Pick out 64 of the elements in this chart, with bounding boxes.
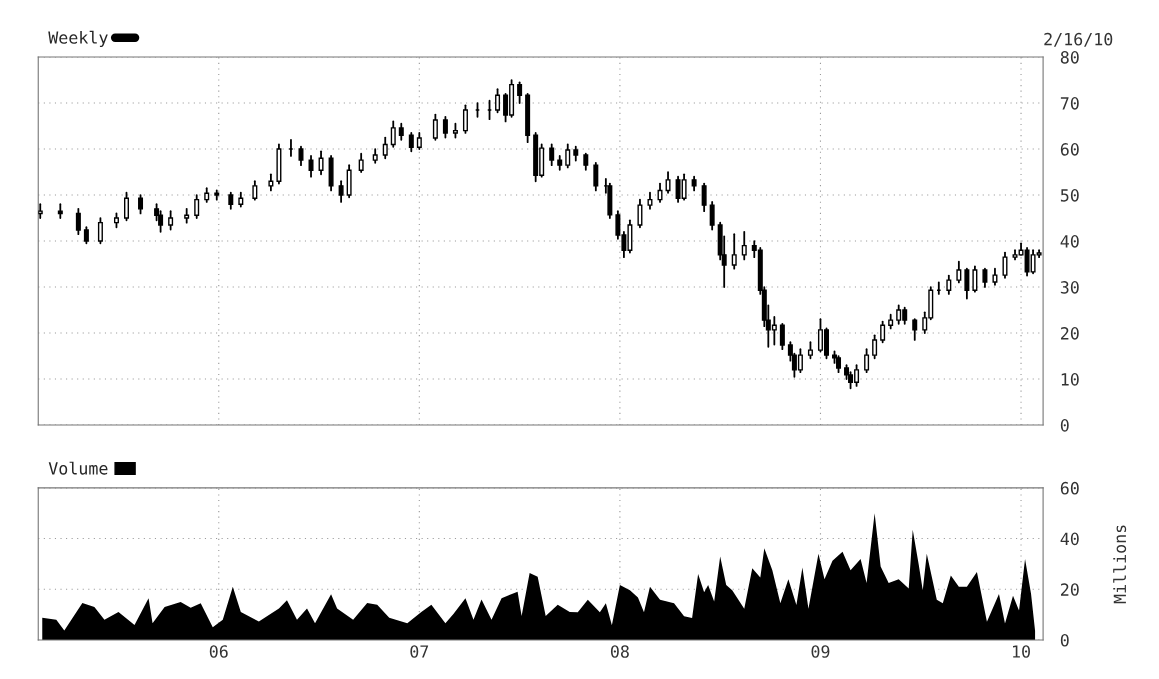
candlestick (432, 113, 438, 141)
y-tick-label: 60 (1060, 481, 1079, 495)
candlestick (308, 155, 314, 178)
candlestick (252, 180, 258, 201)
candlestick (123, 191, 129, 222)
candlestick (38, 203, 43, 219)
candlestick (194, 194, 200, 219)
candlestick (390, 120, 396, 148)
candlestick (665, 171, 671, 194)
candlestick (318, 150, 324, 176)
legend-label: Weekly (48, 30, 108, 48)
candlestick (593, 161, 599, 192)
candlestick (382, 136, 388, 160)
candlestick (741, 230, 747, 261)
candlestick (408, 132, 414, 153)
candlestick (358, 152, 364, 173)
candlestick (864, 348, 870, 374)
candlestick (442, 115, 448, 139)
candlestick (657, 182, 663, 203)
x-tick-label: 08 (610, 645, 629, 658)
candlestick (338, 180, 344, 203)
y-tick-label: 50 (1060, 189, 1079, 202)
y-tick-label: 40 (1060, 235, 1079, 248)
candlestick (956, 260, 962, 284)
candlestick (97, 217, 103, 245)
candlestick (972, 265, 978, 293)
candlestick (138, 194, 144, 215)
candlestick (462, 104, 468, 134)
candlestick (517, 81, 523, 104)
x-tick-label: 07 (410, 645, 429, 658)
candlestick (912, 318, 918, 341)
legend-label: Volume (48, 461, 108, 475)
candlestick (168, 210, 174, 231)
text: 2/16/10 (1044, 32, 1113, 47)
y-tick-label: 70 (1060, 97, 1079, 110)
candlestick (964, 267, 970, 300)
candlestick (298, 145, 304, 167)
candlestick (75, 207, 81, 236)
candlestick (946, 274, 952, 295)
y-tick-label: 60 (1060, 143, 1079, 156)
candlestick (549, 143, 555, 167)
candlestick (731, 233, 737, 270)
y-tick-label: 30 (1060, 281, 1079, 294)
candlestick (637, 198, 643, 229)
candlestick (982, 267, 988, 288)
x-tick-label: 10 (1013, 645, 1030, 658)
y-tick-label: 20 (1061, 583, 1079, 596)
x-tick-label: 09 (811, 645, 830, 658)
x-tick-label: 06 (209, 645, 228, 658)
y-tick-label: 0 (1060, 419, 1069, 432)
y-tick-label: 0 (1060, 633, 1069, 647)
candlestick (779, 322, 785, 351)
y-axis-title: Millions (1113, 525, 1127, 604)
y-tick-label: 80 (1060, 51, 1079, 64)
candlestick (872, 334, 878, 360)
candlestick (701, 182, 707, 213)
y-tick-label: 10 (1061, 373, 1079, 386)
candlestick (565, 143, 571, 169)
candlestick (495, 88, 501, 114)
y-tick-label: 40 (1060, 532, 1079, 546)
candlestick (709, 201, 715, 231)
y-tick-label: 20 (1061, 327, 1079, 340)
candlestick (1002, 251, 1008, 279)
candlestick (880, 320, 886, 344)
